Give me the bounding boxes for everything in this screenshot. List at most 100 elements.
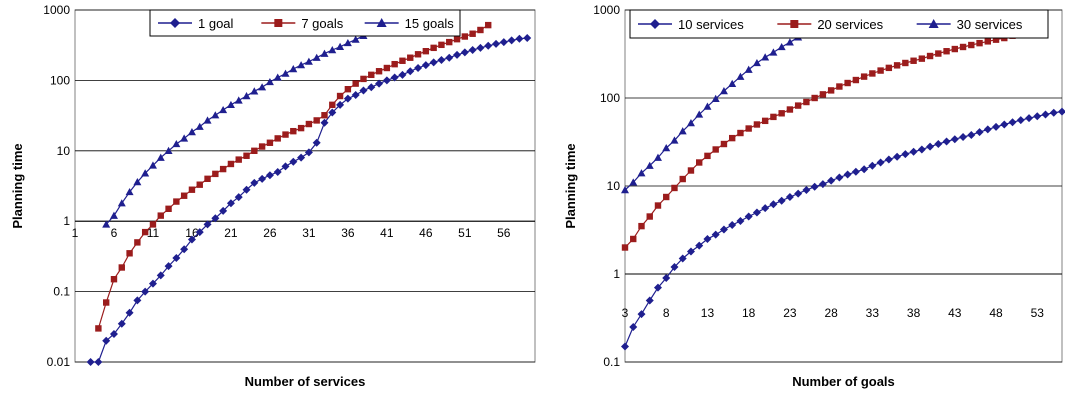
data-point (769, 200, 778, 209)
y-axis-title: Planning time (563, 143, 578, 228)
data-point (226, 100, 235, 109)
data-point (869, 70, 876, 77)
legend-label: 10 services (678, 17, 744, 32)
data-point (165, 205, 172, 213)
data-point (646, 213, 653, 220)
data-point (670, 136, 679, 144)
data-point (770, 113, 777, 121)
data-point (148, 161, 157, 169)
data-point (951, 45, 959, 53)
x-tick-label: 53 (1031, 306, 1045, 320)
data-point (523, 34, 532, 43)
data-point (942, 137, 951, 146)
data-point (852, 76, 860, 84)
data-point (744, 212, 753, 221)
y-tick-label: 10 (57, 144, 71, 158)
data-point (637, 169, 646, 177)
data-point (320, 118, 329, 127)
data-point (629, 322, 638, 331)
data-point (499, 38, 508, 47)
data-point (336, 42, 345, 51)
data-point (777, 196, 786, 205)
data-point (1008, 118, 1017, 127)
data-point (141, 169, 150, 177)
data-point (273, 167, 282, 176)
data-point (728, 79, 737, 87)
data-point (621, 186, 629, 194)
data-point (827, 87, 835, 94)
data-point (703, 102, 712, 110)
data-point (250, 87, 259, 95)
series-line (105, 28, 380, 225)
data-point (909, 147, 918, 156)
data-point (406, 67, 415, 76)
data-point (117, 199, 126, 207)
data-point (195, 122, 204, 130)
data-point (265, 171, 274, 180)
data-point (336, 100, 345, 109)
data-point (679, 175, 686, 183)
data-point (460, 48, 469, 57)
data-point (811, 94, 818, 102)
data-point (844, 79, 851, 87)
data-point (313, 117, 320, 124)
data-point (484, 41, 493, 50)
data-point (794, 102, 802, 109)
data-point (461, 33, 469, 40)
data-point (843, 170, 852, 179)
legend: 10 services 20 services 30 services (629, 9, 1049, 39)
data-point (429, 58, 438, 67)
data-point (950, 135, 959, 144)
data-point (653, 153, 662, 161)
data-point (662, 144, 671, 152)
data-point (645, 296, 654, 305)
x-axis-title: Number of services (245, 374, 366, 389)
data-point (235, 156, 242, 163)
data-point (430, 44, 437, 52)
data-point (187, 127, 196, 136)
data-point (258, 83, 267, 91)
data-point (835, 173, 844, 182)
data-point (273, 73, 282, 81)
data-point (785, 192, 794, 201)
data-point (305, 120, 313, 128)
data-point (289, 157, 298, 166)
x-axis-title: Number of goals (792, 374, 895, 389)
data-point (234, 96, 243, 104)
data-point (777, 42, 786, 51)
data-point (827, 176, 836, 185)
x-tick-label: 23 (783, 306, 797, 320)
data-point (173, 198, 180, 205)
data-point (761, 53, 770, 61)
data-point (414, 51, 422, 58)
data-point (219, 206, 228, 215)
data-point (893, 62, 901, 69)
data-point (329, 101, 336, 109)
legend-item: 1 goal (158, 16, 234, 31)
data-point (251, 147, 258, 154)
data-point (407, 54, 414, 61)
data-point (125, 308, 134, 317)
data-point (877, 67, 884, 74)
data-point (630, 235, 637, 243)
data-point (485, 21, 492, 29)
data-point (196, 181, 203, 188)
data-point (893, 152, 902, 161)
x-tick-label: 31 (302, 226, 316, 240)
data-point (752, 208, 761, 217)
data-point (258, 174, 267, 183)
y-tick-label: 1000 (593, 3, 620, 17)
data-point (336, 92, 344, 100)
legend-swatch-marker (376, 18, 387, 27)
data-point (86, 358, 95, 366)
data-point (375, 68, 383, 75)
data-point (860, 165, 869, 174)
y-axis-title: Planning time (10, 143, 25, 228)
data-point (926, 52, 934, 60)
data-point (437, 55, 446, 64)
data-point (204, 175, 211, 183)
data-point (662, 274, 671, 283)
data-point (712, 146, 719, 153)
data-point (711, 94, 720, 102)
